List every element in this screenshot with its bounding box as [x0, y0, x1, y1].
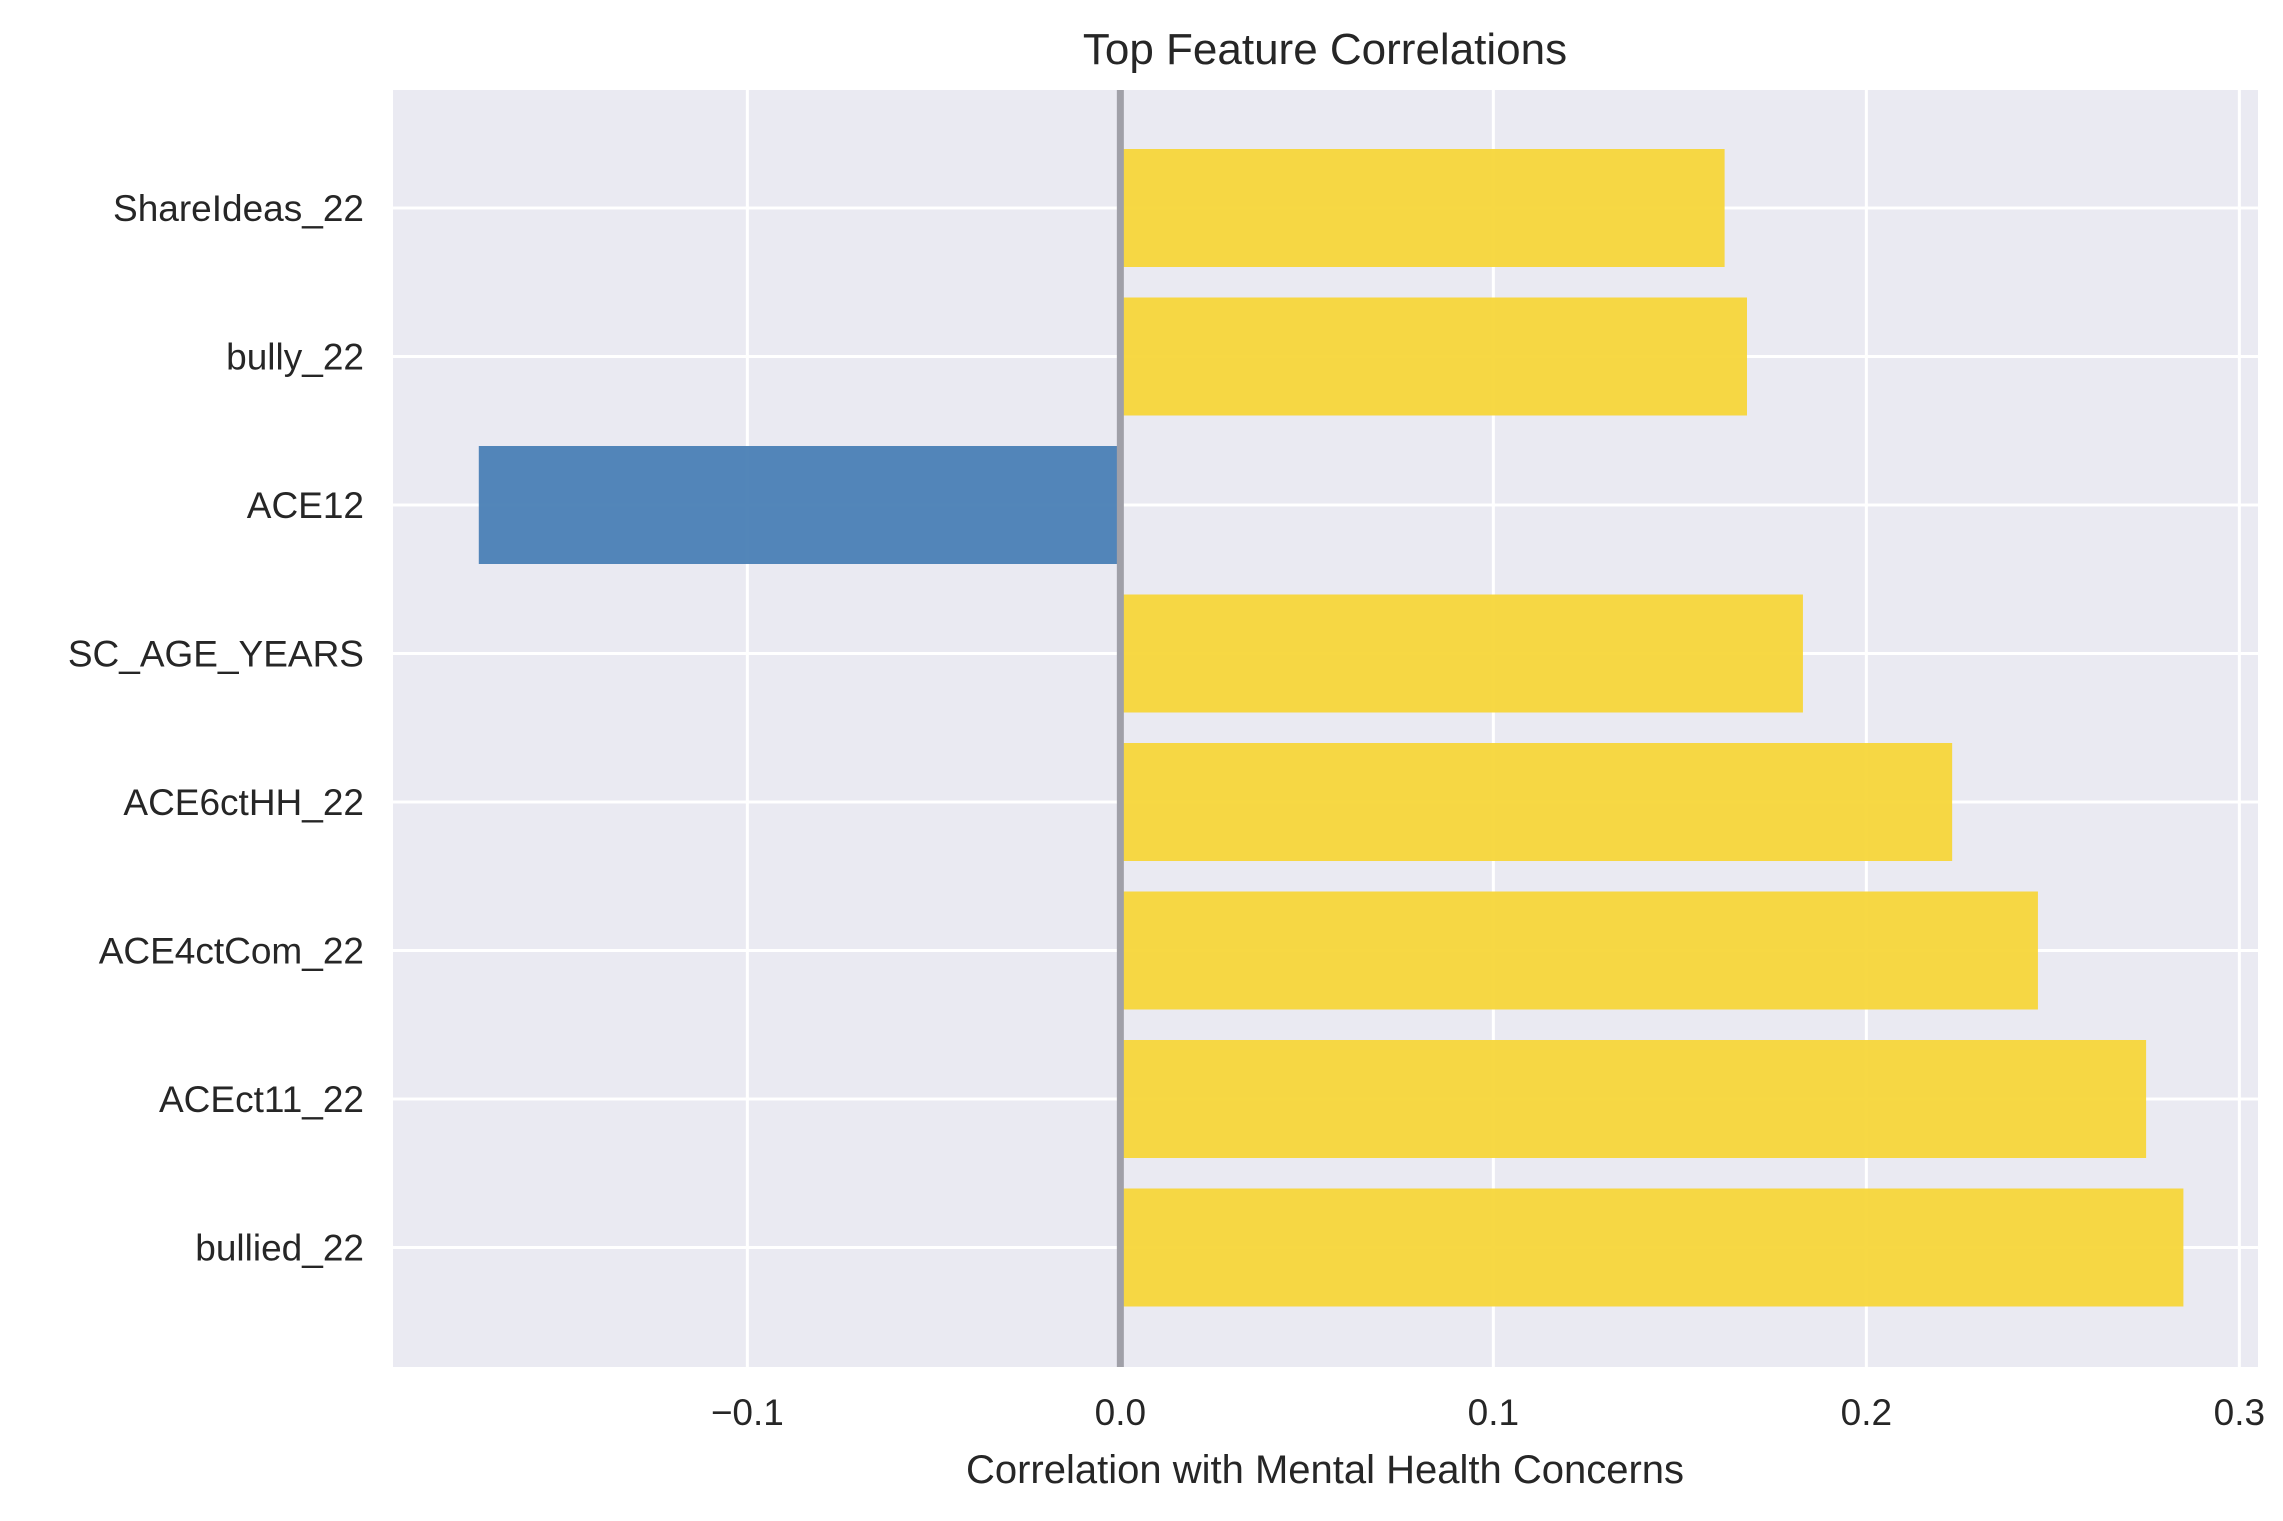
- y-tick-label: ACEct11_22: [159, 1079, 364, 1120]
- chart-title: Top Feature Correlations: [1083, 25, 1567, 74]
- bar: [1120, 594, 1803, 713]
- x-tick-label: 0.0: [1095, 1392, 1146, 1433]
- y-tick-label: ShareIdeas_22: [113, 188, 364, 229]
- x-tick-label: 0.3: [2214, 1392, 2265, 1433]
- bar: [1120, 1188, 2184, 1307]
- y-tick-label: bully_22: [226, 337, 364, 378]
- bar: [1120, 297, 1747, 416]
- bar: [1120, 743, 1953, 861]
- x-axis-label: Correlation with Mental Health Concerns: [966, 1448, 1684, 1492]
- x-tick-label: 0.1: [1468, 1392, 1519, 1433]
- bars: [478, 149, 2184, 1307]
- y-tick-label: SC_AGE_YEARS: [68, 634, 364, 675]
- bar: [1120, 891, 2038, 1010]
- bar: [478, 446, 1121, 564]
- y-tick-labels: ShareIdeas_22 bully_22 ACE12 SC_AGE_YEARS AC…: [68, 188, 364, 1269]
- bar: [1120, 149, 1725, 267]
- x-tick-label: 0.2: [1841, 1392, 1892, 1433]
- x-tick-label: −0.1: [711, 1392, 784, 1433]
- y-tick-label: ACE6ctHH_22: [123, 782, 364, 823]
- y-tick-label: ACE4ctCom_22: [99, 931, 364, 972]
- bar: [1120, 1040, 2147, 1158]
- y-tick-label: bullied_22: [195, 1228, 364, 1269]
- plot-background: [393, 90, 2258, 1367]
- y-tick-label: ACE12: [247, 485, 364, 526]
- x-tick-labels: −0.1 0.0 0.1 0.2 0.3: [711, 1392, 2265, 1433]
